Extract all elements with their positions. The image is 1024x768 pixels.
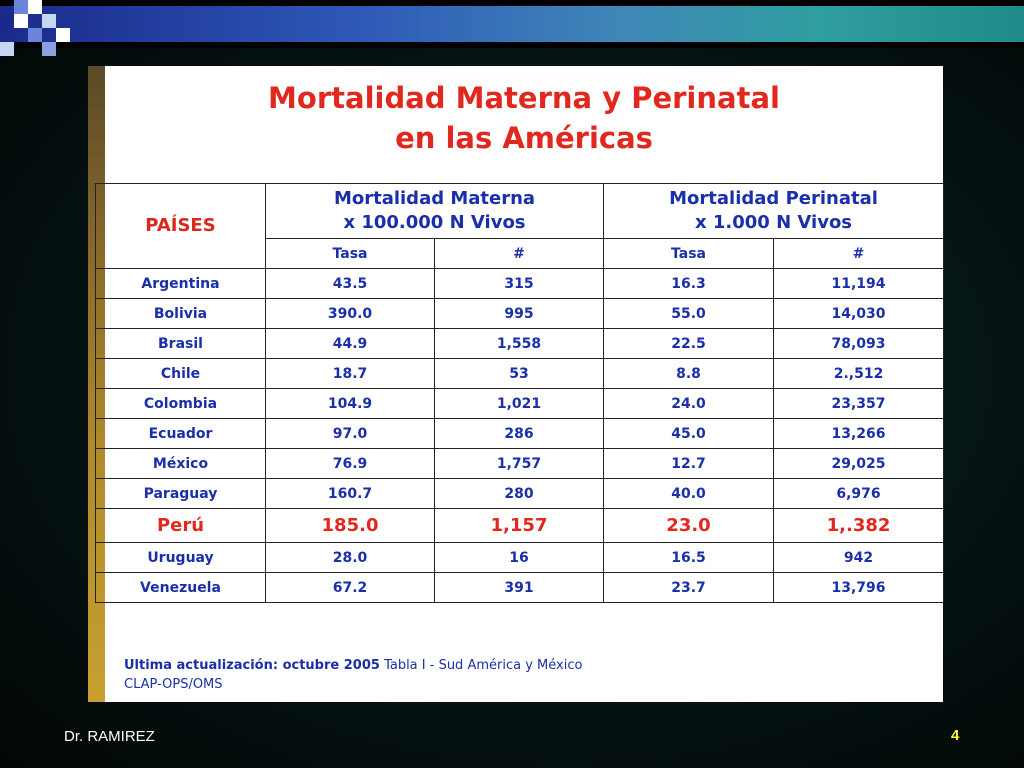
maternal-count-cell: 16 bbox=[433, 542, 605, 573]
perinatal-rate-cell: 24.0 bbox=[603, 388, 775, 419]
maternal-count-cell: 315 bbox=[433, 268, 605, 299]
perinatal-count-cell: 23,357 bbox=[773, 388, 945, 419]
maternal-rate-cell: 18.7 bbox=[265, 358, 435, 389]
title-line-1: Mortalidad Materna y Perinatal bbox=[268, 81, 780, 115]
subheader-maternal-count: # bbox=[433, 238, 605, 269]
table-reference: Tabla I - Sud América y México bbox=[384, 658, 583, 673]
country-cell: Colombia bbox=[95, 388, 266, 419]
countries-header: PAÍSES bbox=[95, 183, 266, 269]
country-cell: Uruguay bbox=[95, 542, 266, 573]
perinatal-count-cell: 2.,512 bbox=[773, 358, 945, 389]
country-cell: Venezuela bbox=[95, 572, 266, 603]
perinatal-rate-cell: 8.8 bbox=[603, 358, 775, 389]
maternal-rate-cell: 104.9 bbox=[265, 388, 435, 419]
maternal-header-line2: x 100.000 N Vivos bbox=[343, 212, 526, 233]
maternal-count-cell: 1,157 bbox=[433, 508, 605, 543]
maternal-count-cell: 1,558 bbox=[433, 328, 605, 359]
country-cell: Brasil bbox=[95, 328, 266, 359]
subheader-perinatal-count: # bbox=[773, 238, 945, 269]
maternal-rate-cell: 390.0 bbox=[265, 298, 435, 329]
maternal-rate-cell: 67.2 bbox=[265, 572, 435, 603]
perinatal-mortality-header: Mortalidad Perinatal x 1.000 N Vivos bbox=[603, 183, 945, 239]
table-row: Chile 18.7 53 8.8 2.,512 bbox=[95, 358, 945, 389]
mortality-table: PAÍSES Mortalidad Materna x 100.000 N Vi… bbox=[95, 183, 945, 603]
perinatal-count-cell: 14,030 bbox=[773, 298, 945, 329]
perinatal-header-line1: Mortalidad Perinatal bbox=[669, 188, 878, 209]
perinatal-rate-cell: 12.7 bbox=[603, 448, 775, 479]
maternal-rate-cell: 28.0 bbox=[265, 542, 435, 573]
subheader-perinatal-rate: Tasa bbox=[603, 238, 775, 269]
footer-note: Ultima actualización: octubre 2005 Tabla… bbox=[124, 656, 582, 694]
slide-title: Mortalidad Materna y Perinatal en las Am… bbox=[105, 78, 943, 158]
perinatal-rate-cell: 22.5 bbox=[603, 328, 775, 359]
table-row: Paraguay 160.7 280 40.0 6,976 bbox=[95, 478, 945, 509]
country-cell: Paraguay bbox=[95, 478, 266, 509]
perinatal-count-cell: 13,796 bbox=[773, 572, 945, 603]
table-row: Uruguay 28.0 16 16.5 942 bbox=[95, 542, 945, 573]
table-row: Ecuador 97.0 286 45.0 13,266 bbox=[95, 418, 945, 449]
maternal-rate-cell: 44.9 bbox=[265, 328, 435, 359]
perinatal-rate-cell: 40.0 bbox=[603, 478, 775, 509]
table-row: Perú 185.0 1,157 23.0 1,.382 bbox=[95, 508, 945, 543]
title-line-2: en las Américas bbox=[395, 121, 653, 155]
maternal-header-line1: Mortalidad Materna bbox=[333, 188, 536, 209]
perinatal-rate-cell: 16.5 bbox=[603, 542, 775, 573]
perinatal-rate-cell: 16.3 bbox=[603, 268, 775, 299]
country-cell: Perú bbox=[95, 508, 266, 543]
table-body: Argentina 43.5 315 16.3 11,194 Bolivia 390.0 99… bbox=[95, 268, 945, 603]
table-row: Colombia 104.9 1,021 24.0 23,357 bbox=[95, 388, 945, 419]
table-row: Bolivia 390.0 995 55.0 14,030 bbox=[95, 298, 945, 329]
table-row: Venezuela 67.2 391 23.7 13,796 bbox=[95, 572, 945, 603]
perinatal-count-cell: 942 bbox=[773, 542, 945, 573]
maternal-count-cell: 995 bbox=[433, 298, 605, 329]
perinatal-rate-cell: 45.0 bbox=[603, 418, 775, 449]
country-cell: México bbox=[95, 448, 266, 479]
source-label: CLAP-OPS/OMS bbox=[124, 677, 223, 692]
perinatal-count-cell: 11,194 bbox=[773, 268, 945, 299]
perinatal-rate-cell: 23.7 bbox=[603, 572, 775, 603]
perinatal-count-cell: 78,093 bbox=[773, 328, 945, 359]
maternal-rate-cell: 43.5 bbox=[265, 268, 435, 299]
maternal-mortality-header: Mortalidad Materna x 100.000 N Vivos bbox=[264, 183, 605, 239]
maternal-rate-cell: 76.9 bbox=[265, 448, 435, 479]
country-cell: Argentina bbox=[95, 268, 266, 299]
perinatal-header-line2: x 1.000 N Vivos bbox=[695, 212, 853, 233]
maternal-rate-cell: 185.0 bbox=[265, 508, 435, 543]
update-label: Ultima actualización: octubre 2005 bbox=[124, 658, 380, 673]
perinatal-rate-cell: 23.0 bbox=[603, 508, 775, 543]
country-cell: Bolivia bbox=[95, 298, 266, 329]
maternal-count-cell: 280 bbox=[433, 478, 605, 509]
maternal-count-cell: 53 bbox=[433, 358, 605, 389]
table-row: Argentina 43.5 315 16.3 11,194 bbox=[95, 268, 945, 299]
country-cell: Chile bbox=[95, 358, 266, 389]
table-row: México 76.9 1,757 12.7 29,025 bbox=[95, 448, 945, 479]
perinatal-count-cell: 13,266 bbox=[773, 418, 945, 449]
maternal-count-cell: 286 bbox=[433, 418, 605, 449]
checker-pattern-decoration bbox=[0, 0, 90, 60]
maternal-count-cell: 1,021 bbox=[433, 388, 605, 419]
table-row: Brasil 44.9 1,558 22.5 78,093 bbox=[95, 328, 945, 359]
perinatal-count-cell: 6,976 bbox=[773, 478, 945, 509]
maternal-rate-cell: 160.7 bbox=[265, 478, 435, 509]
perinatal-count-cell: 29,025 bbox=[773, 448, 945, 479]
top-decorative-band bbox=[0, 0, 1024, 48]
perinatal-rate-cell: 55.0 bbox=[603, 298, 775, 329]
maternal-count-cell: 391 bbox=[433, 572, 605, 603]
author-name: Dr. RAMIREZ bbox=[64, 728, 155, 745]
country-cell: Ecuador bbox=[95, 418, 266, 449]
maternal-count-cell: 1,757 bbox=[433, 448, 605, 479]
perinatal-count-cell: 1,.382 bbox=[773, 508, 945, 543]
maternal-rate-cell: 97.0 bbox=[265, 418, 435, 449]
page-number: 4 bbox=[951, 727, 960, 744]
subheader-maternal-rate: Tasa bbox=[265, 238, 435, 269]
